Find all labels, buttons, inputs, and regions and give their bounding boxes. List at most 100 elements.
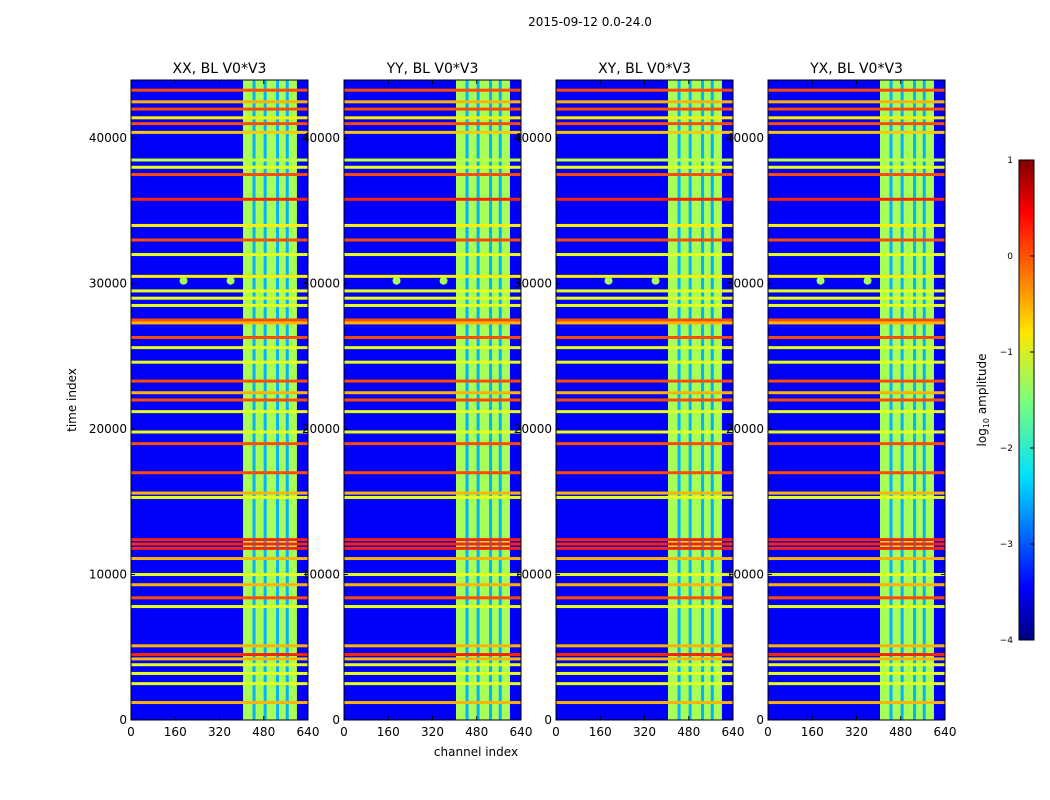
point-source xyxy=(439,276,448,285)
rfi-line xyxy=(131,253,308,257)
rfi-line xyxy=(131,682,308,686)
colorbar: 10−1−2−3−4 log10 amplitude xyxy=(975,156,1035,646)
rfi-line xyxy=(768,346,945,350)
y-tick-label: 0 xyxy=(544,713,552,727)
x-tick-label: 160 xyxy=(164,725,187,739)
rfi-line xyxy=(344,442,521,446)
y-tick-label: 30000 xyxy=(302,277,340,291)
rfi-line xyxy=(768,238,945,242)
rfi-line xyxy=(344,430,521,434)
point-source xyxy=(226,276,235,285)
point-source xyxy=(651,276,660,285)
rfi-line xyxy=(556,379,733,383)
x-tick-label: 0 xyxy=(127,725,135,739)
x-tick-label: 0 xyxy=(764,725,772,739)
rfi-line xyxy=(556,573,733,577)
x-tick-label: 320 xyxy=(845,725,868,739)
rfi-line xyxy=(131,495,308,499)
rfi-line xyxy=(768,379,945,383)
rfi-line xyxy=(344,596,521,600)
x-tick-label: 480 xyxy=(465,725,488,739)
rfi-line xyxy=(131,538,308,542)
rfi-line xyxy=(556,165,733,169)
rfi-line xyxy=(344,238,521,242)
panels: XX, BL V0*V3 0 160 320 480 640 0 10000 20000 3000… xyxy=(89,61,957,739)
rfi-line xyxy=(344,122,521,126)
rfi-line xyxy=(556,335,733,339)
rfi-line xyxy=(131,605,308,609)
rfi-line xyxy=(344,88,521,92)
rfi-line xyxy=(556,442,733,446)
x-tick-label: 160 xyxy=(589,725,612,739)
rfi-line xyxy=(131,391,308,395)
rfi-line xyxy=(768,197,945,201)
rfi-line xyxy=(556,274,733,278)
rfi-line xyxy=(556,410,733,414)
colorbar-gradient xyxy=(1018,159,1035,641)
y-tick-label: 0 xyxy=(756,713,764,727)
y-tick-label: 0 xyxy=(332,713,340,727)
rfi-line xyxy=(344,542,521,546)
rfi-line xyxy=(131,546,308,550)
y-tick-label: 40000 xyxy=(302,131,340,145)
rfi-line xyxy=(556,360,733,364)
rfi-line xyxy=(131,165,308,169)
rfi-line xyxy=(344,116,521,120)
colorbar-label: log10 amplitude xyxy=(975,354,991,447)
rfi-line xyxy=(344,296,521,300)
y-tick-label: 20000 xyxy=(89,422,127,436)
rfi-line xyxy=(556,346,733,350)
rfi-line xyxy=(768,165,945,169)
y-tick-label: 20000 xyxy=(726,422,764,436)
rfi-line xyxy=(768,430,945,434)
rfi-line xyxy=(556,158,733,162)
rfi-line xyxy=(344,491,521,495)
rfi-line xyxy=(768,410,945,414)
rfi-line xyxy=(556,682,733,686)
rfi-line xyxy=(344,197,521,201)
rfi-line xyxy=(556,122,733,126)
rfi-line xyxy=(131,321,308,325)
x-tick-label: 320 xyxy=(633,725,656,739)
rfi-line xyxy=(556,321,733,325)
x-tick-label: 0 xyxy=(340,725,348,739)
rfi-line xyxy=(768,663,945,667)
rfi-line xyxy=(556,663,733,667)
rfi-line xyxy=(768,274,945,278)
rfi-line xyxy=(768,173,945,177)
y-tick-label: 20000 xyxy=(514,422,552,436)
rfi-line xyxy=(131,88,308,92)
rfi-line xyxy=(344,253,521,257)
rfi-line xyxy=(556,238,733,242)
colorbar-tick-label: 0 xyxy=(1007,252,1013,262)
rfi-line xyxy=(131,701,308,705)
rfi-line xyxy=(556,605,733,609)
colorbar-ticks: 1 0 −1 −2 −3 −4 xyxy=(1000,156,1034,646)
rfi-line xyxy=(344,682,521,686)
rfi-line xyxy=(131,122,308,126)
y-tick-label: 10000 xyxy=(514,568,552,582)
rfi-line xyxy=(344,410,521,414)
rfi-line xyxy=(768,671,945,675)
rfi-line xyxy=(131,542,308,546)
rfi-line xyxy=(131,318,308,322)
rfi-line xyxy=(768,471,945,475)
rfi-line xyxy=(768,491,945,495)
rfi-line xyxy=(556,557,733,561)
rfi-line xyxy=(131,360,308,364)
rfi-line xyxy=(768,88,945,92)
rfi-line xyxy=(344,583,521,587)
rfi-line xyxy=(768,360,945,364)
rfi-line xyxy=(768,596,945,600)
rfi-line xyxy=(768,398,945,402)
rfi-line xyxy=(131,296,308,300)
point-source xyxy=(604,276,613,285)
x-tick-label: 480 xyxy=(889,725,912,739)
rfi-line xyxy=(768,253,945,257)
x-tick-label: 640 xyxy=(297,725,320,739)
rfi-line xyxy=(768,122,945,126)
rfi-line xyxy=(131,379,308,383)
rfi-line xyxy=(344,100,521,104)
y-tick-label: 30000 xyxy=(514,277,552,291)
rfi-line xyxy=(556,318,733,322)
